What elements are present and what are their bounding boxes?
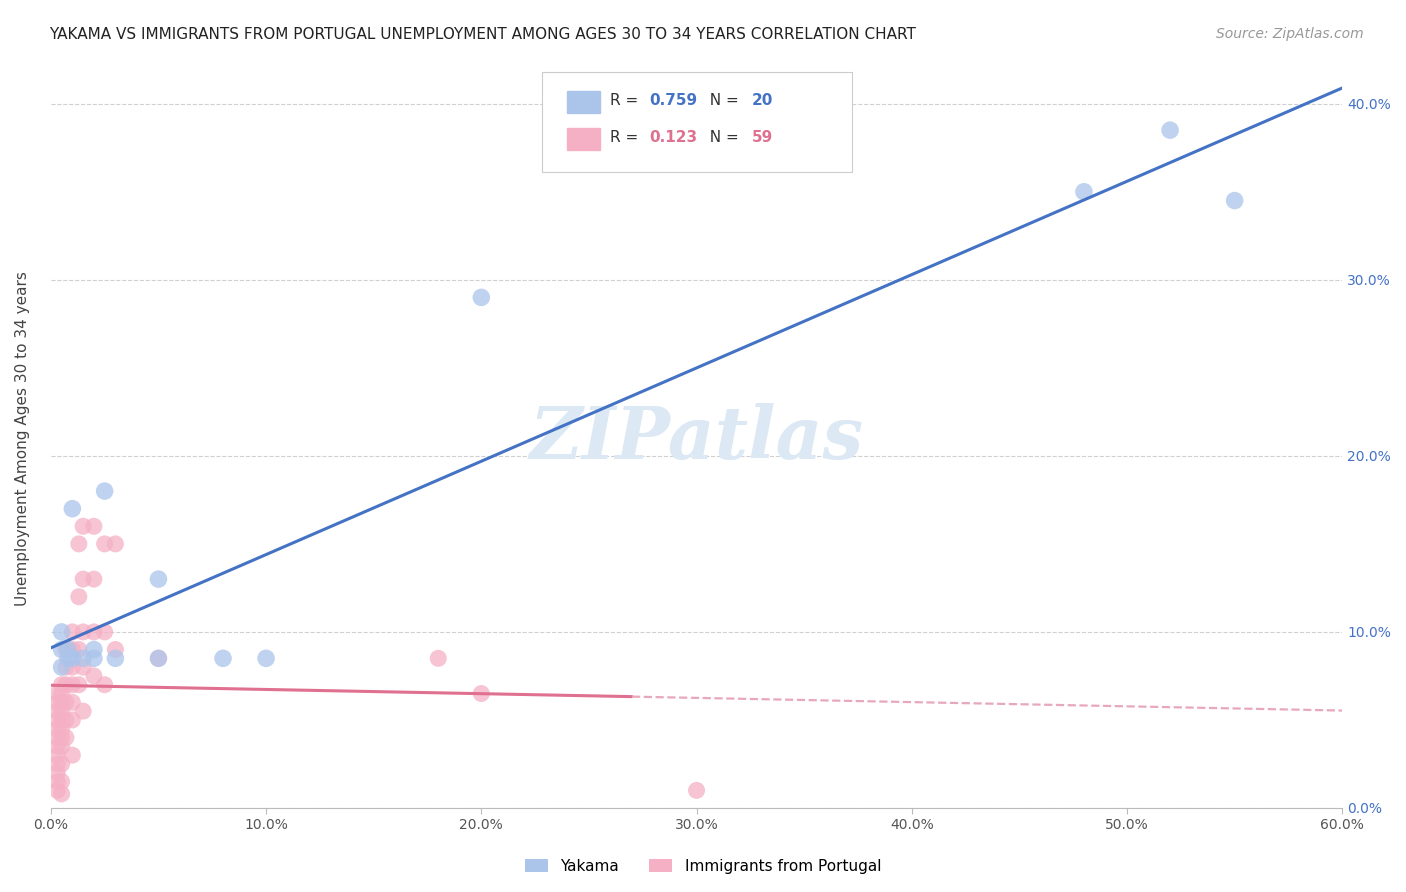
Text: 0.759: 0.759 — [648, 93, 697, 108]
Point — [51, 722, 73, 736]
Point — [67, 642, 90, 657]
Point — [55, 678, 77, 692]
Point — [51, 678, 73, 692]
Point — [46, 739, 69, 754]
Point — [51, 774, 73, 789]
Text: 59: 59 — [752, 130, 773, 145]
Point — [83, 651, 105, 665]
Point — [60, 660, 83, 674]
Point — [60, 748, 83, 763]
Point — [470, 687, 492, 701]
Point — [93, 678, 115, 692]
Point — [1159, 123, 1181, 137]
Text: N =: N = — [700, 130, 744, 145]
Point — [254, 651, 277, 665]
Point — [427, 651, 450, 665]
Point — [46, 713, 69, 727]
Point — [72, 519, 94, 533]
Point — [83, 624, 105, 639]
Point — [46, 704, 69, 718]
Point — [51, 756, 73, 771]
FancyBboxPatch shape — [541, 72, 852, 172]
Point — [51, 624, 73, 639]
Point — [67, 678, 90, 692]
Point — [60, 501, 83, 516]
FancyBboxPatch shape — [568, 91, 600, 113]
Point — [51, 739, 73, 754]
Point — [83, 572, 105, 586]
Point — [72, 660, 94, 674]
Point — [46, 765, 69, 780]
Point — [83, 642, 105, 657]
Point — [46, 695, 69, 709]
Point — [46, 731, 69, 745]
Point — [51, 695, 73, 709]
Point — [60, 695, 83, 709]
Point — [104, 651, 127, 665]
Text: 20: 20 — [752, 93, 773, 108]
Text: N =: N = — [700, 93, 744, 108]
Point — [51, 660, 73, 674]
Point — [55, 695, 77, 709]
Point — [470, 290, 492, 304]
Point — [60, 713, 83, 727]
Point — [212, 651, 235, 665]
Point — [51, 704, 73, 718]
Point — [60, 624, 83, 639]
Point — [46, 783, 69, 797]
Point — [72, 572, 94, 586]
Legend: Yakama, Immigrants from Portugal: Yakama, Immigrants from Portugal — [519, 853, 887, 880]
Point — [46, 748, 69, 763]
Point — [46, 722, 69, 736]
Point — [51, 713, 73, 727]
Point — [67, 590, 90, 604]
Text: Source: ZipAtlas.com: Source: ZipAtlas.com — [1216, 27, 1364, 41]
Point — [51, 687, 73, 701]
Text: YAKAMA VS IMMIGRANTS FROM PORTUGAL UNEMPLOYMENT AMONG AGES 30 TO 34 YEARS CORREL: YAKAMA VS IMMIGRANTS FROM PORTUGAL UNEMP… — [49, 27, 917, 42]
Point — [72, 624, 94, 639]
Point — [51, 731, 73, 745]
Point — [51, 642, 73, 657]
Point — [93, 624, 115, 639]
Point — [104, 537, 127, 551]
FancyBboxPatch shape — [568, 128, 600, 150]
Y-axis label: Unemployment Among Ages 30 to 34 years: Unemployment Among Ages 30 to 34 years — [15, 271, 30, 606]
Point — [46, 687, 69, 701]
Point — [148, 651, 170, 665]
Point — [83, 519, 105, 533]
Point — [148, 572, 170, 586]
Point — [55, 731, 77, 745]
Point — [60, 651, 83, 665]
Point — [685, 783, 707, 797]
Point — [60, 678, 83, 692]
Point — [1073, 185, 1095, 199]
Point — [56, 642, 79, 657]
Point — [83, 669, 105, 683]
Point — [67, 537, 90, 551]
Point — [46, 774, 69, 789]
Point — [72, 651, 94, 665]
Point — [55, 660, 77, 674]
Point — [72, 704, 94, 718]
Point — [104, 642, 127, 657]
Point — [148, 651, 170, 665]
Point — [55, 713, 77, 727]
Point — [51, 787, 73, 801]
Point — [46, 756, 69, 771]
Text: 0.123: 0.123 — [648, 130, 697, 145]
Text: R =: R = — [610, 130, 643, 145]
Point — [93, 484, 115, 499]
Point — [60, 642, 83, 657]
Point — [93, 537, 115, 551]
Text: R =: R = — [610, 93, 643, 108]
Point — [1223, 194, 1246, 208]
Point — [56, 651, 79, 665]
Point — [55, 642, 77, 657]
Text: ZIPatlas: ZIPatlas — [530, 403, 863, 474]
